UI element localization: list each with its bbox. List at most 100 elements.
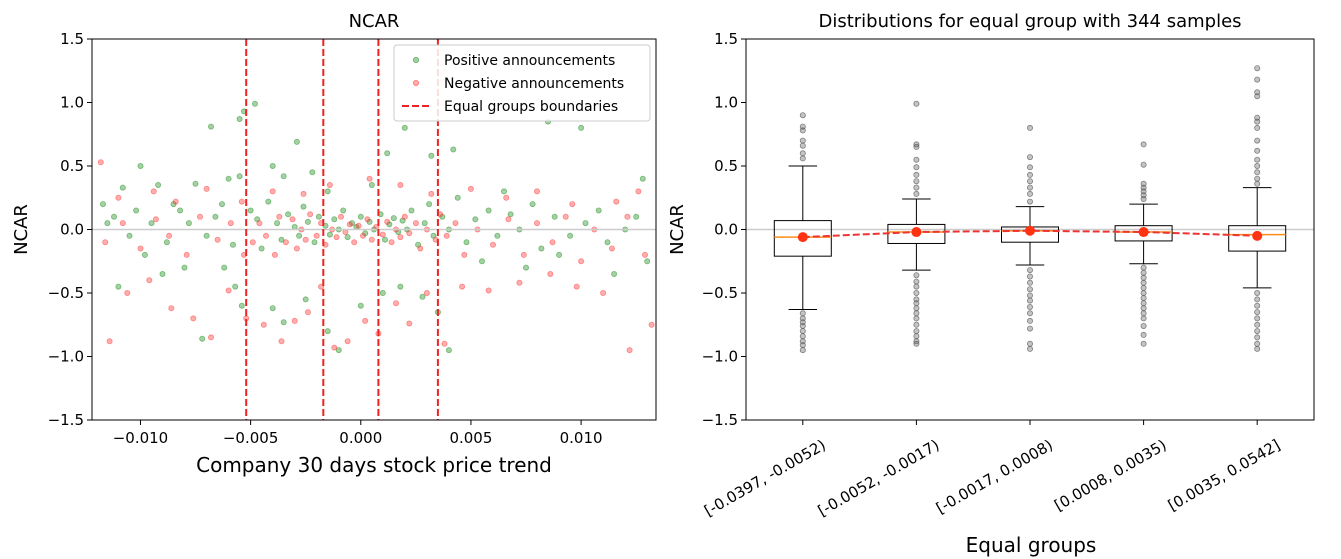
box: [1228, 225, 1287, 252]
negative-point: [282, 239, 289, 246]
negative-point: [337, 213, 344, 220]
outlier-point: [1027, 310, 1034, 317]
negative-point: [289, 216, 296, 223]
positive-point: [523, 264, 530, 271]
negative-point: [388, 239, 395, 246]
positive-point: [238, 302, 245, 309]
positive-point: [119, 184, 126, 191]
outlier-point: [799, 137, 806, 144]
negative-point: [397, 181, 404, 188]
negative-point: [207, 334, 214, 341]
negative-point: [505, 216, 512, 223]
negative-point: [190, 315, 197, 322]
positive-point: [478, 258, 485, 265]
outlier-point: [1254, 169, 1261, 176]
x-tick-label: [-0.0017, 0.0008): [933, 436, 1056, 517]
positive-point: [104, 220, 111, 227]
scatter-panel: NCAR −1.5−1.0−0.50.00.51.01.5 −0.010 −0.0…: [11, 11, 657, 477]
outlier-point: [1254, 175, 1261, 182]
positive-point: [340, 207, 347, 214]
positive-point: [126, 232, 133, 239]
boxplot-panel: Distributions for equal group with 344 s…: [667, 11, 1315, 557]
y-tick-label: −1.0: [702, 348, 738, 366]
boxes: [773, 65, 1287, 354]
outlier-point: [1027, 297, 1034, 304]
negative-point: [359, 232, 366, 239]
negative-point: [124, 289, 131, 296]
negative-point: [355, 222, 362, 229]
positive-point: [381, 236, 388, 243]
negative-point: [262, 232, 269, 239]
negative-point: [417, 245, 424, 252]
negative-point: [271, 251, 278, 258]
positive-point: [368, 181, 375, 188]
positive-point: [529, 201, 536, 208]
negative-point: [304, 309, 311, 316]
positive-point: [296, 232, 303, 239]
positive-point: [212, 213, 219, 220]
positive-point: [384, 150, 391, 157]
outlier-point: [913, 310, 920, 317]
negative-point: [344, 338, 351, 345]
outlier-point: [1254, 156, 1261, 163]
negative-point: [549, 239, 556, 246]
outlier-point: [1254, 340, 1261, 347]
outlier-point: [799, 322, 806, 329]
outlier-point: [1140, 305, 1147, 312]
outlier-point: [1027, 340, 1034, 347]
positive-point: [538, 245, 545, 252]
positive-point: [611, 270, 618, 277]
negative-point: [412, 220, 419, 227]
box: [773, 220, 832, 257]
outlier-point: [1027, 198, 1034, 205]
negative-point: [291, 317, 298, 324]
outlier-point: [913, 164, 920, 171]
scatter-legend: Positive announcements Negative announce…: [393, 44, 651, 122]
scatter-y-ticks: −1.5 −1.0 −0.5 0.0 0.5 1.0 1.5: [48, 30, 92, 429]
box-group: [1114, 141, 1173, 347]
negative-point: [260, 321, 267, 328]
positive-point: [163, 239, 170, 246]
positive-point: [148, 220, 155, 227]
negative-point: [428, 190, 435, 197]
negative-point: [384, 218, 391, 225]
negative-point: [441, 340, 448, 347]
negative-point: [183, 251, 190, 258]
negative-point: [547, 270, 554, 277]
legend-frame: [393, 44, 651, 122]
outlier-point: [1254, 345, 1261, 352]
outlier-point: [1254, 180, 1261, 187]
mean-marker: [911, 227, 922, 238]
outlier-point: [1027, 273, 1034, 280]
negative-point: [489, 241, 496, 248]
positive-point: [207, 123, 214, 130]
negative-point: [225, 287, 232, 294]
positive-point: [357, 213, 364, 220]
positive-point: [251, 100, 258, 107]
y-tick-label: 1.5: [60, 30, 84, 48]
positive-point: [578, 124, 585, 131]
positive-point: [454, 194, 461, 201]
negative-point: [278, 338, 285, 345]
negative-point: [534, 220, 541, 227]
positive-point: [293, 138, 300, 145]
scatter-clip-region: [92, 39, 656, 420]
negative-point: [642, 251, 649, 258]
outlier-point: [1027, 154, 1034, 161]
y-tick-label: 1.0: [60, 94, 84, 112]
positive-point: [419, 293, 426, 300]
positive-point: [111, 213, 118, 220]
positive-point: [485, 207, 492, 214]
legend-marker-negative: [412, 79, 420, 87]
positive-point: [324, 188, 331, 195]
outlier-point: [1027, 178, 1034, 185]
outlier-point: [913, 321, 920, 328]
positive-point: [137, 162, 144, 169]
negative-point: [397, 234, 404, 241]
negative-point: [520, 251, 527, 258]
positive-point: [324, 328, 331, 335]
boxplot-xlabel: Equal groups: [966, 533, 1097, 557]
positive-point: [397, 283, 404, 290]
negative-point: [238, 198, 245, 205]
